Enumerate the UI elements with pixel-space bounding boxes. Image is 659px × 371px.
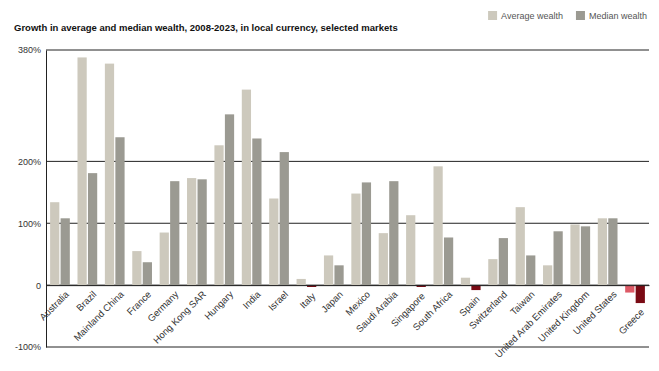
bar	[88, 173, 97, 285]
x-tick-label: Greece	[616, 306, 646, 336]
x-axis-line	[47, 285, 650, 286]
bar	[499, 238, 508, 285]
bar	[143, 262, 152, 285]
bar-series	[50, 57, 634, 292]
bar	[269, 199, 278, 286]
bars	[50, 57, 645, 303]
bar	[488, 259, 497, 285]
y-tick-label: 200%	[18, 157, 41, 167]
bar	[214, 145, 223, 285]
chart: Growth in average and median wealth, 200…	[0, 0, 659, 371]
title: Growth in average and median wealth, 200…	[14, 22, 398, 33]
bar	[50, 202, 59, 285]
y-tick: 200%	[18, 157, 46, 167]
x-tick: United States	[571, 285, 619, 337]
bar	[280, 152, 289, 285]
x-tick: India	[240, 285, 263, 311]
x-tick-label: United States	[571, 288, 619, 336]
x-tick-label: Japan	[319, 289, 345, 315]
bar	[516, 207, 525, 285]
x-tick-label: Australia	[37, 288, 71, 322]
legend-label: Median wealth	[589, 11, 647, 21]
legend-swatch	[488, 11, 497, 20]
x-tick-label: Saudi Arabia	[354, 288, 400, 334]
bar	[324, 255, 333, 285]
y-tick-label: 0	[36, 281, 41, 291]
x-tick: United Kingdom	[536, 285, 592, 344]
y-tick: 100%	[18, 219, 46, 229]
bar	[170, 181, 179, 285]
x-tick-label: Brazil	[74, 289, 99, 314]
y-tick: 0	[36, 281, 46, 291]
bar	[242, 90, 251, 286]
x-tick: South Africa	[410, 285, 455, 332]
bar	[389, 181, 398, 285]
bar	[608, 218, 617, 285]
legend-swatch	[576, 11, 585, 20]
bar	[636, 285, 645, 303]
x-tick: Hungary	[202, 285, 235, 322]
x-tick: Japan	[319, 285, 345, 315]
legend-label: Average wealth	[501, 11, 563, 21]
bar	[379, 233, 388, 285]
x-tick: Italy	[297, 285, 317, 310]
y-axis-line	[46, 51, 47, 348]
x-tick: Greece	[616, 285, 646, 336]
grid-line	[46, 161, 649, 162]
bar	[406, 215, 415, 285]
bar	[160, 233, 169, 286]
bar	[444, 237, 453, 285]
grid	[46, 50, 649, 347]
x-tick: Saudi Arabia	[354, 285, 400, 334]
bar	[334, 265, 343, 285]
bar	[61, 218, 70, 285]
x-tick: Switzerland	[467, 285, 510, 331]
y-tick: 380%	[18, 45, 46, 55]
bar	[625, 285, 634, 292]
x-tick: Hong Kong SAR	[151, 285, 208, 345]
y-tick: -100%	[15, 342, 46, 352]
bar	[581, 226, 590, 285]
bar	[187, 178, 196, 285]
bar	[543, 265, 552, 285]
bar	[570, 224, 579, 285]
x-tick-label: Hungary	[202, 288, 235, 321]
x-tick-label: India	[240, 288, 263, 311]
grid-line	[46, 50, 649, 51]
y-tick-label: 100%	[18, 219, 41, 229]
bar	[115, 137, 124, 285]
bar	[362, 182, 371, 285]
bar	[225, 114, 234, 285]
bar	[252, 138, 261, 285]
x-tick: Australia	[37, 285, 71, 322]
x-tick: Brazil	[74, 285, 99, 313]
y-tick-label: 380%	[18, 45, 41, 55]
x-tick-label: Hong Kong SAR	[151, 288, 208, 345]
bar-series	[61, 114, 645, 303]
x-tick-label: Mainland China	[71, 288, 126, 343]
bar	[526, 255, 535, 285]
legend: Median wealth Average wealth	[488, 11, 647, 21]
x-tick-label: Switzerland	[467, 289, 510, 332]
grid-line	[46, 223, 649, 224]
bar	[433, 166, 442, 285]
y-tick-label: -100%	[15, 342, 41, 352]
bar	[297, 279, 306, 285]
bar	[554, 231, 563, 285]
bar	[461, 278, 470, 285]
bar	[132, 251, 141, 285]
x-tick: Israel	[266, 285, 290, 313]
x-tick: Mainland China	[71, 285, 126, 343]
bar	[77, 57, 86, 285]
bar	[598, 218, 607, 285]
y-axis: -100% 0 100% 200% 380%	[15, 45, 47, 352]
grid-line	[46, 347, 649, 348]
x-axis: AustraliaBrazilMainland ChinaFranceGerma…	[37, 285, 649, 360]
bar	[105, 64, 114, 286]
bar	[351, 194, 360, 286]
x-tick-label: Israel	[266, 289, 290, 313]
x-tick-label: South Africa	[410, 288, 455, 333]
bar	[198, 179, 207, 285]
x-tick-label: Italy	[297, 290, 317, 310]
